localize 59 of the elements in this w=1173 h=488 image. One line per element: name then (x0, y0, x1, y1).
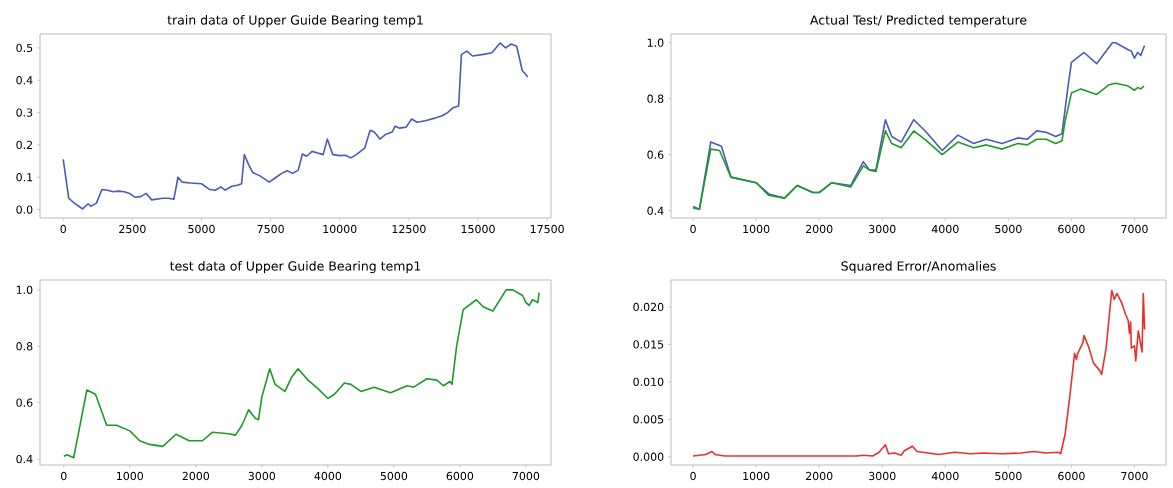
chart-title: Actual Test/ Predicted temperature (810, 15, 1027, 28)
y-tick-label: 0.6 (16, 398, 33, 407)
y-tick-label: 0.3 (16, 108, 33, 117)
y-tick-label: 0.005 (633, 415, 664, 424)
x-tick-label: 7000 (512, 471, 540, 481)
x-tick-label: 7000 (1121, 224, 1148, 234)
x-tick-label: 7000 (1121, 471, 1148, 481)
chart-title: Squared Error/Anomalies (841, 261, 996, 274)
x-tick-label: 6000 (1058, 224, 1085, 234)
x-tick-label: 4000 (931, 471, 959, 481)
y-tick-label: 0.2 (16, 140, 33, 150)
x-tick-label: 1000 (117, 471, 144, 481)
y-tick-label: 0.010 (633, 377, 664, 387)
y-tick-label: 0.4 (647, 206, 664, 215)
y-tick-label: 0.8 (16, 342, 33, 351)
y-tick-label: 1.0 (647, 38, 664, 47)
x-tick-label: 3000 (869, 471, 896, 481)
x-tick-label: 2000 (805, 471, 833, 481)
line-series (62, 289, 540, 459)
y-tick-label: 0.000 (633, 452, 664, 461)
y-tick-label: 0.4 (16, 76, 33, 85)
x-tick-label: 15000 (461, 224, 495, 234)
y-tick-label: 0.1 (16, 173, 33, 182)
x-tick-label: 6000 (446, 471, 474, 481)
x-tick-label: 7500 (257, 224, 284, 234)
chart-title: test data of Upper Guide Bearing temp1 (170, 261, 421, 274)
x-tick-label: 1000 (743, 224, 770, 234)
x-tick-label: 0 (60, 471, 67, 481)
line-series (692, 82, 1145, 211)
chart-title: train data of Upper Guide Bearing temp1 (167, 15, 423, 28)
y-tick-label: 0.6 (647, 150, 664, 159)
y-tick-label: 0.015 (633, 340, 664, 349)
y-tick-label: 0.4 (16, 454, 33, 464)
x-tick-label: 0 (690, 224, 696, 234)
line-series (692, 289, 1146, 457)
y-tick-label: 0.020 (633, 302, 664, 312)
x-tick-label: 0 (690, 471, 696, 481)
x-tick-label: 1000 (743, 471, 770, 481)
line-series (62, 42, 529, 210)
y-tick-label: 0.8 (647, 94, 664, 103)
x-tick-label: 17500 (530, 224, 564, 234)
x-tick-label: 6000 (1058, 471, 1085, 481)
x-tick-label: 2000 (805, 224, 833, 234)
x-tick-label: 4000 (314, 471, 342, 481)
x-tick-label: 0 (60, 224, 66, 234)
x-tick-label: 5000 (995, 471, 1022, 481)
x-tick-label: 5000 (188, 224, 215, 234)
x-tick-label: 10000 (323, 224, 357, 234)
x-tick-label: 2000 (182, 471, 210, 481)
x-tick-label: 3000 (248, 471, 276, 481)
x-tick-label: 3000 (869, 224, 896, 234)
x-tick-label: 2500 (119, 224, 146, 234)
x-tick-label: 5000 (380, 471, 408, 481)
x-tick-label: 5000 (995, 224, 1022, 234)
y-tick-label: 0.0 (16, 205, 33, 214)
y-tick-label: 0.5 (16, 43, 33, 53)
y-tick-label: 1.0 (16, 285, 33, 295)
x-tick-label: 12500 (392, 224, 426, 234)
x-tick-label: 4000 (931, 224, 959, 234)
